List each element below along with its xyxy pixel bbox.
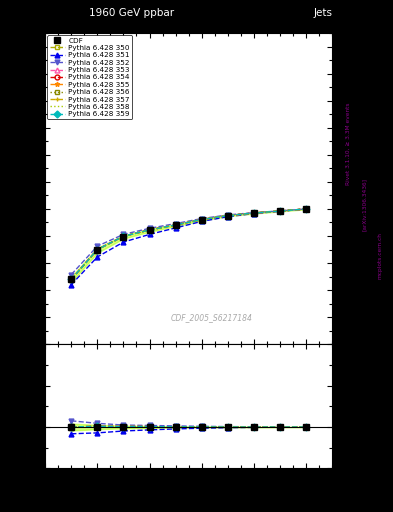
Title: Integral jet shapeΨ (73 < p_T < 84): Integral jet shapeΨ (73 < p_T < 84) [95, 23, 282, 33]
Legend: CDF, Pythia 6.428 350, Pythia 6.428 351, Pythia 6.428 352, Pythia 6.428 353, Pyt: CDF, Pythia 6.428 350, Pythia 6.428 351,… [48, 35, 132, 119]
Y-axis label: Psi(r/R): Psi(r/R) [9, 170, 19, 207]
Text: Rivet 3.1.10, ≥ 3.3M events: Rivet 3.1.10, ≥ 3.3M events [346, 102, 351, 185]
Text: 1960 GeV ppbar: 1960 GeV ppbar [89, 8, 174, 18]
Text: mcplots.cern.ch: mcplots.cern.ch [377, 232, 382, 280]
X-axis label: r/R: r/R [180, 489, 197, 499]
Text: Jets: Jets [313, 8, 332, 18]
Y-axis label: Ratio to CDF: Ratio to CDF [10, 378, 19, 435]
Text: CDF_2005_S6217184: CDF_2005_S6217184 [171, 313, 253, 323]
Text: [arXiv:1306.3436]: [arXiv:1306.3436] [362, 178, 367, 231]
